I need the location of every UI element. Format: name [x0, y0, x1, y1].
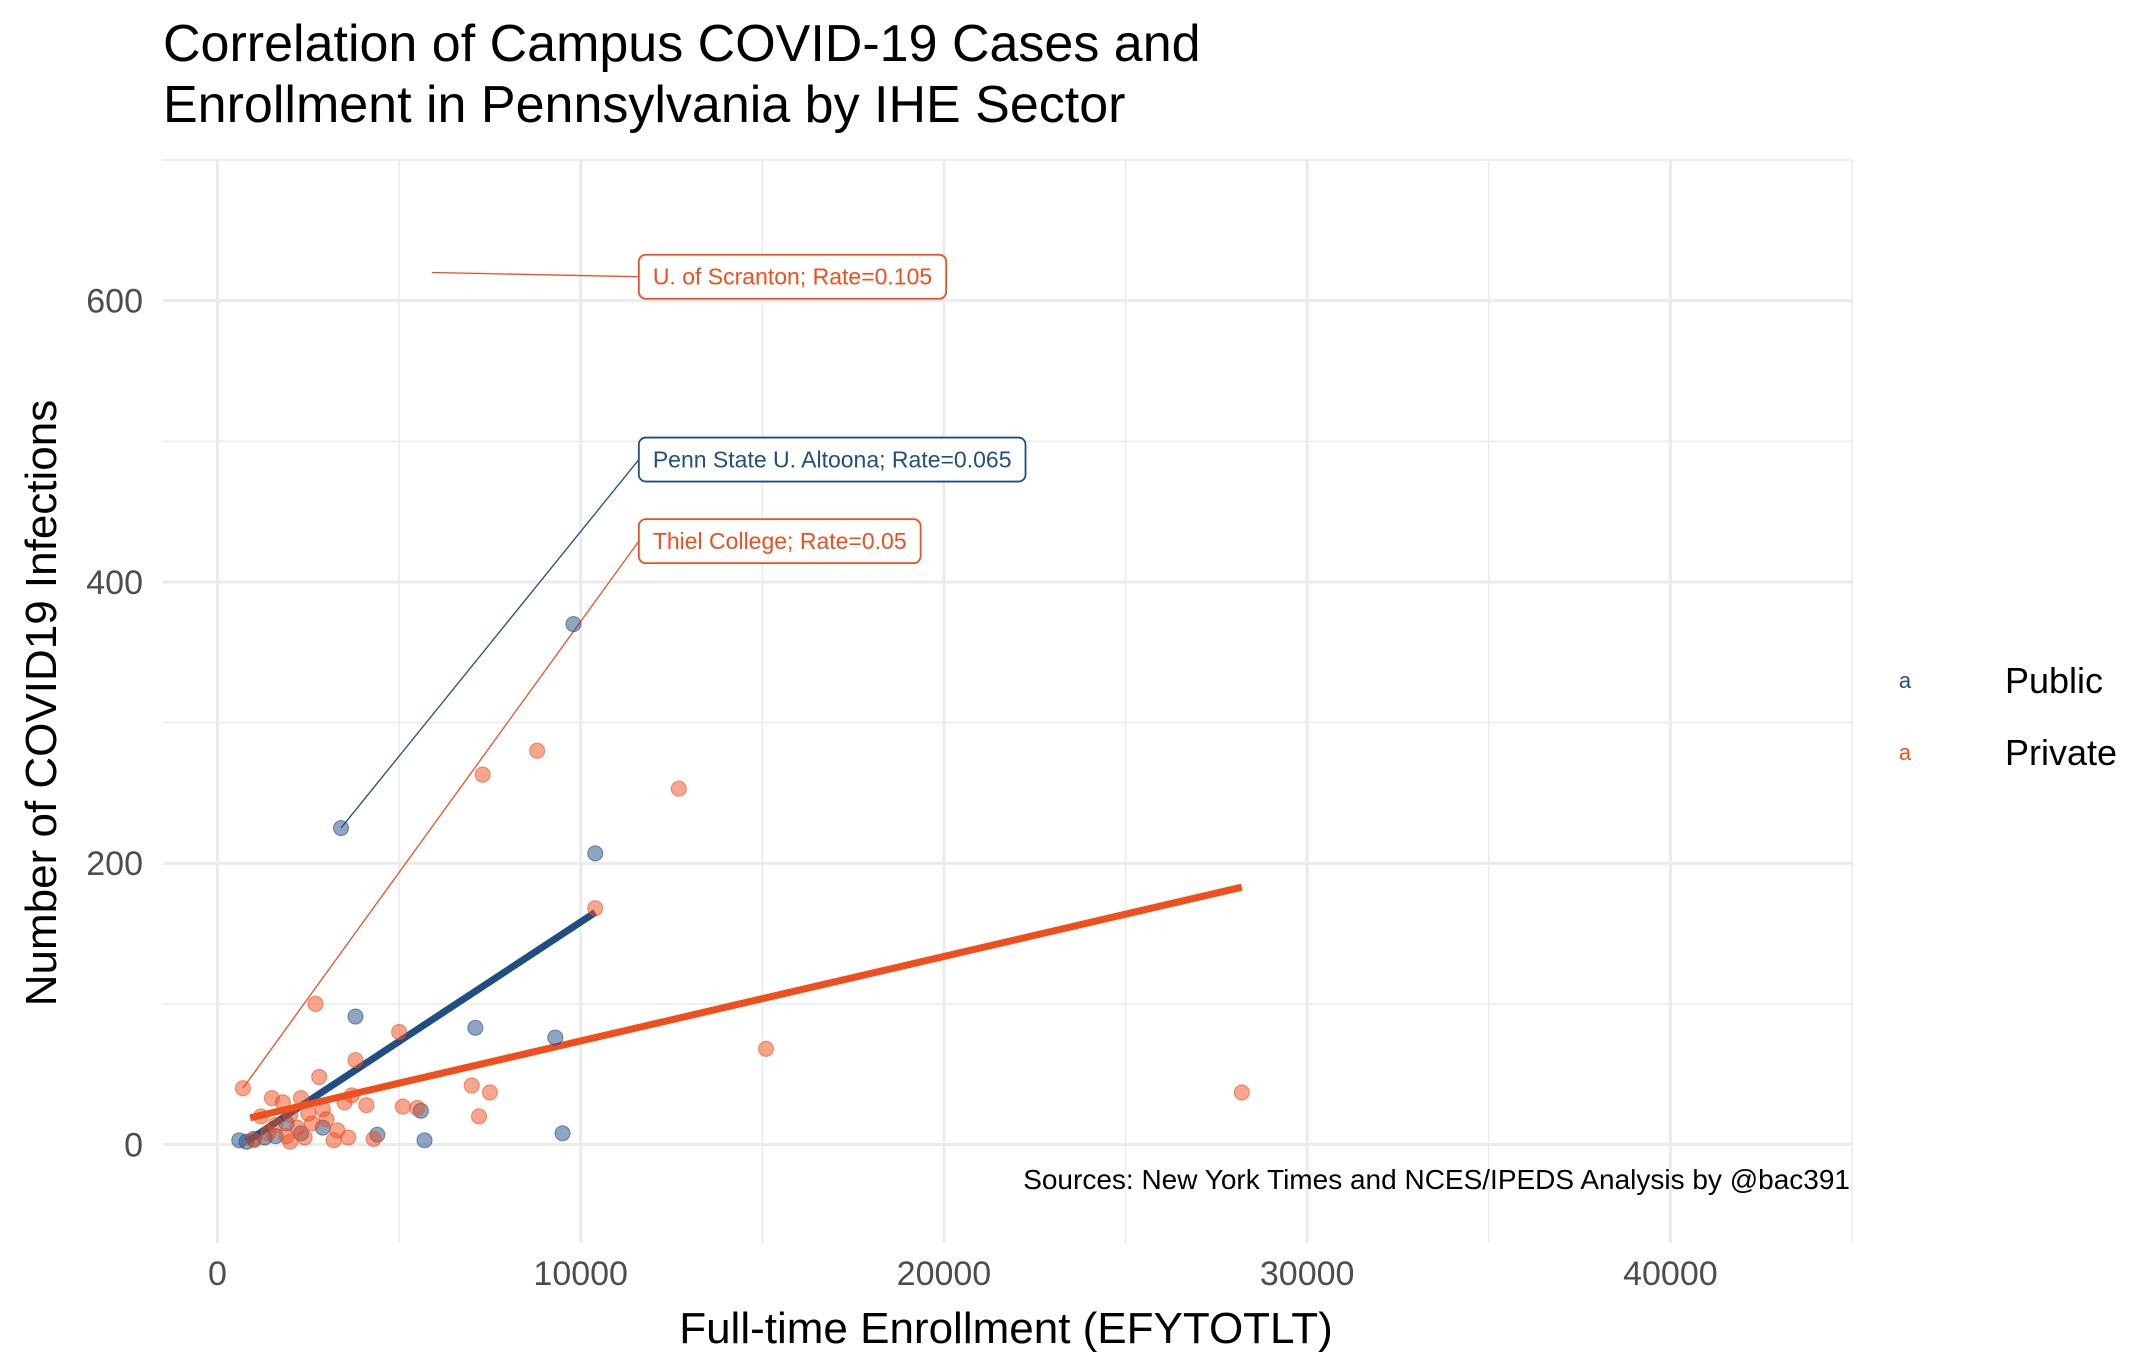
data-point-public [587, 845, 604, 862]
tick-labels: 0 10000 20000 30000 40000 0 200 400 600 [86, 283, 1717, 1293]
chart-title-line: Correlation of Campus COVID-19 Cases and [163, 15, 1201, 73]
data-point-public [347, 1008, 364, 1025]
x-tick-label: 0 [208, 1255, 227, 1293]
annotation-box [637, 253, 948, 300]
annotation-label: U. of Scranton; Rate=0.105 [637, 253, 948, 300]
data-point-private [358, 1097, 375, 1114]
y-tick-label: 400 [86, 564, 143, 602]
chart-caption: Sources: New York Times and NCES/IPEDS A… [1023, 1164, 1850, 1195]
x-tick-label: 20000 [897, 1255, 992, 1293]
data-point-public [565, 616, 582, 633]
data-point-private [274, 1094, 291, 1111]
annotation-text: Thiel College; Rate=0.05 [653, 528, 907, 554]
data-point-private [318, 1111, 335, 1128]
data-point-private [325, 1132, 342, 1149]
data-point-private [365, 1130, 382, 1148]
data-points [231, 616, 1250, 1150]
annotation-label: Thiel College; Rate=0.05 [637, 518, 922, 565]
data-point-private [463, 1077, 480, 1094]
y-tick-label: 600 [86, 283, 143, 321]
data-point-private [529, 742, 546, 759]
data-point-private [282, 1106, 299, 1124]
legend-label-public: Public [2005, 660, 2103, 701]
grid-lines [163, 159, 1853, 1243]
annotation-leader-line [242, 540, 640, 1089]
data-point-public [554, 1125, 571, 1142]
legend-key-private: a [1899, 740, 1912, 765]
y-tick-label: 200 [86, 845, 143, 883]
annotation-leader-line [340, 459, 640, 829]
chart-title: Correlation of Campus COVID-19 Cases and… [163, 15, 1201, 134]
legend-key-public: a [1899, 668, 1912, 693]
data-point-private [311, 1068, 328, 1086]
data-point-private [296, 1129, 313, 1146]
annotation-text: Penn State U. Altoona; Rate=0.065 [653, 447, 1012, 473]
data-point-private [409, 1099, 426, 1117]
annotation-box [637, 518, 922, 565]
annotation-leader-line [431, 271, 639, 278]
legend: a Public a Private [1899, 660, 2117, 773]
x-tick-label: 30000 [1260, 1255, 1355, 1293]
x-axis-title: Full-time Enrollment (EFYTOTLT) [679, 1304, 1333, 1353]
y-tick-label: 0 [124, 1127, 143, 1165]
data-point-private [1233, 1084, 1250, 1101]
data-point-private [394, 1098, 411, 1115]
data-point-public [467, 1019, 484, 1036]
data-point-private [336, 1094, 353, 1111]
data-point-private [260, 1125, 277, 1142]
data-point-private [390, 1023, 408, 1041]
annotation-label: Penn State U. Altoona; Rate=0.065 [637, 436, 1027, 483]
data-point-private [303, 1115, 321, 1132]
data-point-public [416, 1132, 433, 1149]
x-tick-label: 40000 [1623, 1255, 1718, 1293]
data-point-private [470, 1108, 488, 1125]
legend-label-private: Private [2005, 732, 2117, 773]
annotation-box [637, 436, 1027, 483]
data-point-private [282, 1133, 299, 1150]
data-point-private [292, 1090, 310, 1107]
data-point-private [234, 1080, 252, 1097]
data-point-private [587, 900, 604, 917]
data-point-private [481, 1084, 499, 1101]
trend-line-private [249, 883, 1243, 1122]
data-point-private [347, 1052, 364, 1069]
data-point-private [474, 766, 491, 783]
trend-lines [242, 271, 1243, 1145]
data-point-private [307, 995, 324, 1012]
chart-title-line: Enrollment in Pennsylvania by IHE Sector [163, 76, 1125, 134]
y-axis-title: Number of COVID19 Infections [17, 400, 66, 1006]
data-point-private [757, 1040, 775, 1058]
data-point-private [340, 1129, 357, 1146]
annotations: U. of Scranton; Rate=0.105 Penn State U. … [637, 253, 1027, 565]
data-point-private [670, 780, 687, 797]
annotation-leaders [242, 271, 640, 1089]
data-point-private [245, 1132, 262, 1149]
x-tick-label: 10000 [533, 1255, 628, 1293]
annotation-text: U. of Scranton; Rate=0.105 [653, 264, 932, 290]
data-point-private [252, 1108, 270, 1125]
data-point-public [547, 1029, 564, 1046]
data-point-public [332, 819, 350, 837]
